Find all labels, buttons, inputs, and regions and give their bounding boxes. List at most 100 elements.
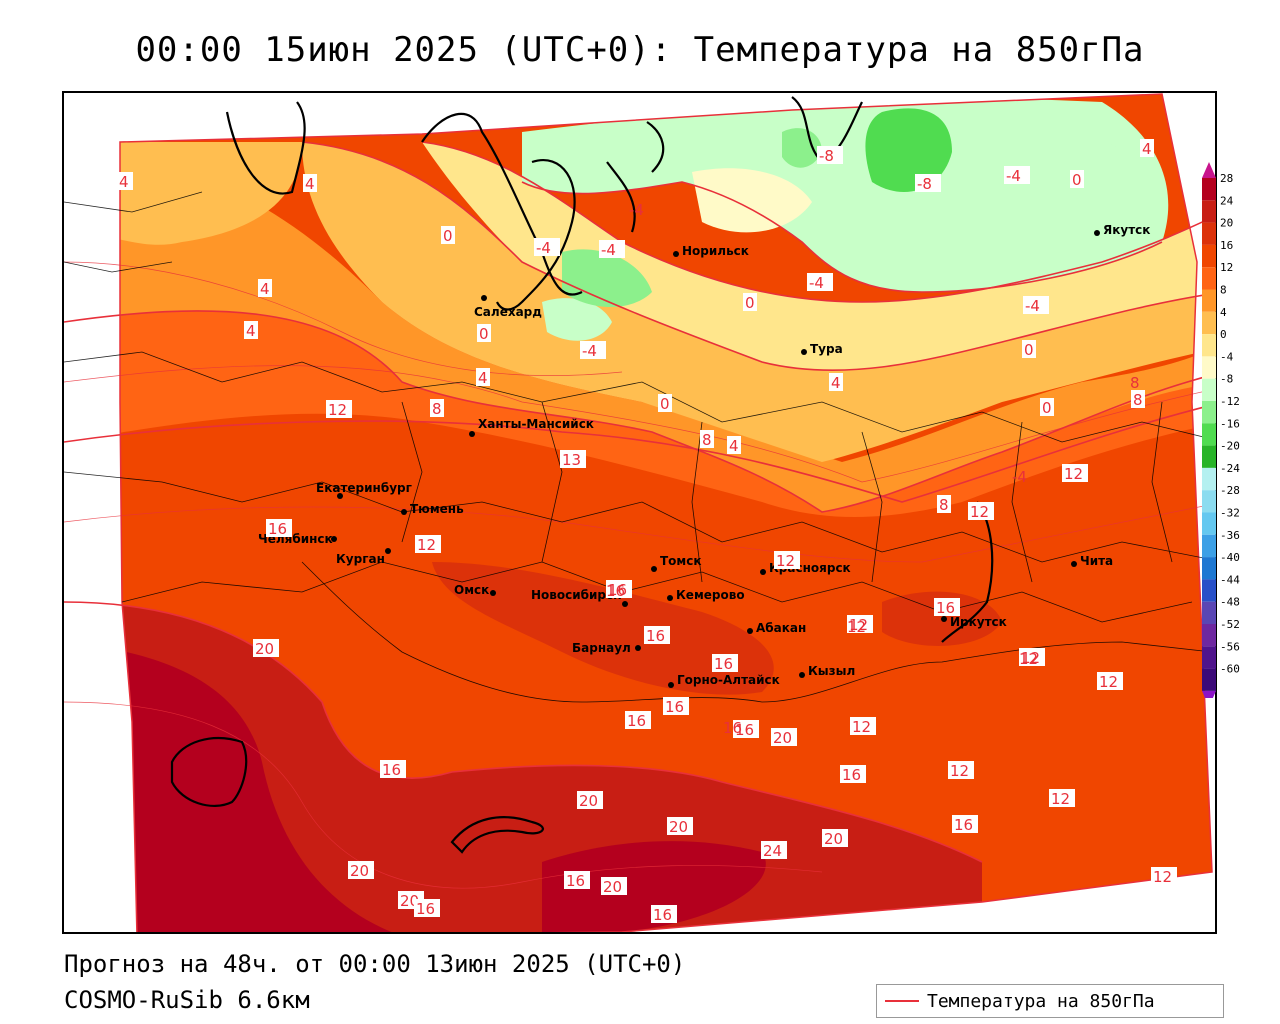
contour-label: 16 [416,900,435,918]
city-markers: Норильск Якутск Салехард Тура Ханты-Манс… [258,223,1150,688]
city-label: Екатеринбург [316,481,412,495]
contour-label: 12 [1064,465,1083,483]
contour-label: 4 [260,280,270,298]
contour-label: 16 [608,581,627,599]
colorbar-swatch [1202,490,1216,513]
contour-label: 12 [950,762,969,780]
contour-label: 8 [1133,391,1143,409]
model-caption: COSMO-RuSib 6.6км [64,986,310,1014]
contour-label: 20 [669,818,688,836]
contour-label: 12 [776,552,795,570]
colorbar-swatch [1202,423,1216,446]
colorbar-tick-label: -28 [1220,484,1240,497]
city-label: Салехард [474,305,542,319]
contour-label: 16 [714,655,733,673]
contour-label: 13 [562,451,581,469]
colorbar-swatch [1202,200,1216,223]
colorbar-swatch [1202,378,1216,401]
city-label: Тура [810,342,843,356]
colorbar-swatch [1202,557,1216,580]
contour-label: 0 [660,395,670,413]
contour-label: 12 [328,401,347,419]
contour-label: 4 [1142,140,1152,158]
contour-label: -8 [819,147,834,165]
contour-label: 20 [603,878,622,896]
city-label: Барнаул [572,641,631,655]
map-title: 00:00 15июн 2025 (UTC+0): Температура на… [135,30,1145,70]
contour-label: 0 [745,294,755,312]
colorbar-swatch [1202,445,1216,468]
colorbar-swatch [1202,624,1216,647]
temperature-colorbar: 28 24 20 16 12 8 4 0 -4 -8 -12 -16 -20 -24 -28 -32 -36 -4… [1202,162,1240,698]
contour-label: 20 [350,862,369,880]
city-label: Омск [454,583,489,597]
contour-label: 16 [723,719,742,737]
contour-label: 12 [1099,673,1118,691]
contour-label: 12 [1153,868,1172,886]
contour-label: 12 [417,536,436,554]
coastlines [170,96,994,854]
colorbar-swatch [1202,222,1216,245]
colorbar-tick-label: -32 [1220,507,1240,520]
city-label: Абакан [756,621,806,635]
contour-label: 16 [627,712,646,730]
colorbar-bottom-arrow [1202,690,1216,698]
colorbar-tick-label: 8 [1220,284,1227,297]
contour-label: 12 [849,616,868,634]
contour-label: 8 [702,431,712,449]
city-label: Курган [336,552,385,566]
contour-label: 12 [970,503,989,521]
city-label: Горно-Алтайск [677,673,780,687]
contour-label: 12 [1051,790,1070,808]
colorbar-tick-label: -56 [1220,640,1240,653]
temperature-map: Норильск Якутск Салехард Тура Ханты-Манс… [64,93,1215,932]
colorbar-tick-label: 4 [1220,306,1227,319]
city-label: Иркутск [950,615,1007,629]
colorbar-tick-label: -52 [1220,618,1240,631]
contour-label: 8 [1130,374,1140,392]
contour-label: 20 [773,729,792,747]
contour-label: 20 [824,830,843,848]
city-label: Якутск [1103,223,1150,237]
contour-label: 8 [432,400,442,418]
contour-label: 20 [255,640,274,658]
colorbar-swatch [1202,178,1216,201]
legend-label: Температура на 850гПа [927,990,1155,1012]
admin-borders [64,191,1215,703]
legend-line-swatch [885,1000,919,1002]
colorbar-tick-label: 24 [1220,194,1234,207]
contour-label: 8 [939,496,949,514]
colorbar-tick-label: -24 [1220,462,1240,475]
colorbar-swatch [1202,244,1216,268]
contour-label: 0 [1024,341,1034,359]
colorbar-tick-label: -4 [1220,350,1234,363]
contour-label: 4 [831,374,841,392]
map-legend: Температура на 850гПа [876,984,1224,1018]
contour-label: 16 [382,761,401,779]
colorbar-swatch [1202,467,1216,491]
colorbar-swatch [1202,334,1216,357]
colorbar-tick-label: 16 [1220,239,1233,252]
colorbar-swatch [1202,534,1216,558]
contour-label: 16 [665,698,684,716]
colorbar-swatch [1202,512,1216,535]
city-label: Кемерово [676,588,745,602]
contour-label: 4 [119,173,129,191]
colorbar-swatch [1202,311,1216,335]
colorbar-labels: 28 24 20 16 12 8 4 0 -4 -8 -12 -16 -20 -24 -28 -32 -36 -4… [1220,172,1240,676]
colorbar-swatch [1202,579,1216,602]
temperature-field [120,94,1212,932]
contour-label: 16 [954,816,973,834]
contour-label: 16 [653,906,672,924]
colorbar-swatch [1202,267,1216,290]
contour-label: -4 [809,274,824,292]
contour-label: 4 [246,322,256,340]
contour-label: 0 [479,325,489,343]
city-label: Новосибирск [531,588,621,602]
city-label: Тюмень [410,502,464,516]
contour-label: 12 [1021,649,1040,667]
contour-label: -4 [1012,468,1027,486]
colorbar-tick-label: -36 [1220,529,1240,542]
city-label: Томск [660,554,702,568]
contour-label: 4 [478,369,488,387]
